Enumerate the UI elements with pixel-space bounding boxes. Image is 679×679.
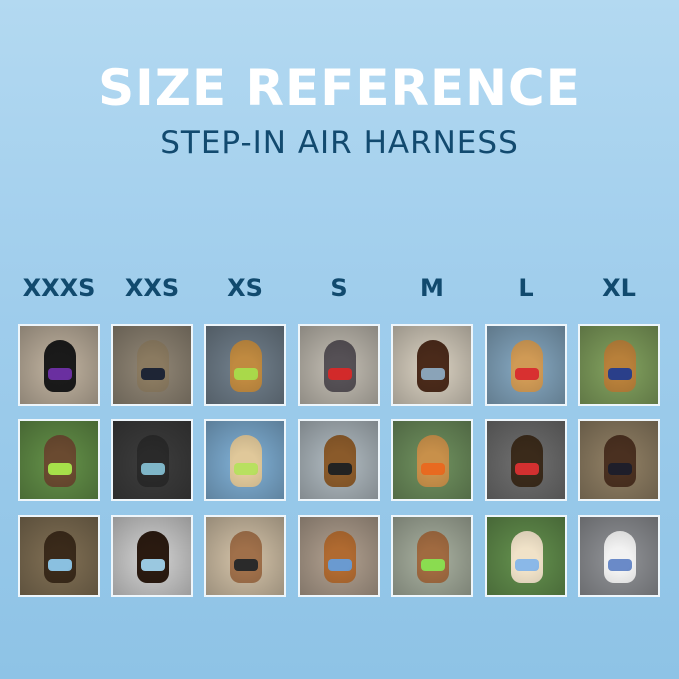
harness-shape [48,463,72,475]
photo-shade [487,421,565,499]
pet-photo-xxxs-1 [18,324,100,406]
size-label-xs: XS [227,274,263,302]
pet-silhouette [137,531,169,583]
harness-shape [515,463,539,475]
pet-silhouette [511,340,543,392]
photo-shade [300,421,378,499]
harness-shape [234,559,258,571]
harness-shape [515,368,539,380]
pet-photo-xl-2 [578,419,660,501]
harness-shape [608,559,632,571]
pet-silhouette [44,435,76,487]
pet-silhouette [511,435,543,487]
size-label-m: M [420,274,444,302]
pet-photo-l-1 [485,324,567,406]
pet-photo-s-3 [298,515,380,597]
pet-silhouette [137,340,169,392]
pet-photo-xxxs-2 [18,419,100,501]
photo-shade [113,326,191,404]
pet-photo-xs-2 [204,419,286,501]
photo-shade [113,421,191,499]
pet-silhouette [324,340,356,392]
harness-shape [608,368,632,380]
pet-photo-m-3 [391,515,473,597]
page-title: SIZE REFERENCE [98,59,581,117]
pet-photo-xl-1 [578,324,660,406]
pet-silhouette [230,340,262,392]
photo-shade [206,326,284,404]
pet-silhouette [137,435,169,487]
pet-photo-m-1 [391,324,473,406]
pet-photo-s-2 [298,419,380,501]
pet-silhouette [604,340,636,392]
pet-photo-l-3 [485,515,567,597]
pet-photo-xs-1 [204,324,286,406]
page-subtitle: STEP-IN AIR HARNESS [160,125,519,161]
harness-shape [141,368,165,380]
photo-shade [393,326,471,404]
photo-shade [487,326,565,404]
pet-photo-xxxs-3 [18,515,100,597]
pet-photo-s-1 [298,324,380,406]
harness-shape [328,463,352,475]
size-label-xxxs: XXXS [22,274,96,302]
size-label-s: S [330,274,348,302]
pet-silhouette [324,531,356,583]
pet-silhouette [230,435,262,487]
harness-shape [608,463,632,475]
size-label-xl: XL [602,274,636,302]
pet-silhouette [417,435,449,487]
harness-shape [328,368,352,380]
photo-shade [393,517,471,595]
pet-photo-xxs-3 [111,515,193,597]
pet-silhouette [230,531,262,583]
harness-shape [328,559,352,571]
pet-silhouette [417,531,449,583]
harness-shape [234,368,258,380]
photo-shade [580,421,658,499]
pet-silhouette [417,340,449,392]
pet-silhouette [604,435,636,487]
pet-photo-xl-3 [578,515,660,597]
harness-shape [421,368,445,380]
photo-shade [393,421,471,499]
photo-shade [580,326,658,404]
pet-silhouette [44,340,76,392]
photo-shade [206,421,284,499]
photo-shade [20,326,98,404]
harness-shape [141,463,165,475]
harness-shape [48,559,72,571]
photo-shade [300,517,378,595]
pet-photo-m-2 [391,419,473,501]
photo-shade [300,326,378,404]
photo-shade [20,421,98,499]
harness-shape [515,559,539,571]
pet-silhouette [44,531,76,583]
pet-silhouette [604,531,636,583]
pet-silhouette [324,435,356,487]
size-label-l: L [518,274,534,302]
pet-photo-xs-3 [204,515,286,597]
pet-photo-xxs-2 [111,419,193,501]
photo-shade [20,517,98,595]
photo-shade [487,517,565,595]
harness-shape [234,463,258,475]
harness-shape [421,559,445,571]
photo-shade [206,517,284,595]
harness-shape [48,368,72,380]
harness-shape [141,559,165,571]
size-label-xxs: XXS [124,274,180,302]
photo-shade [580,517,658,595]
pet-photo-xxs-1 [111,324,193,406]
harness-shape [421,463,445,475]
photo-shade [113,517,191,595]
pet-silhouette [511,531,543,583]
pet-photo-l-2 [485,419,567,501]
